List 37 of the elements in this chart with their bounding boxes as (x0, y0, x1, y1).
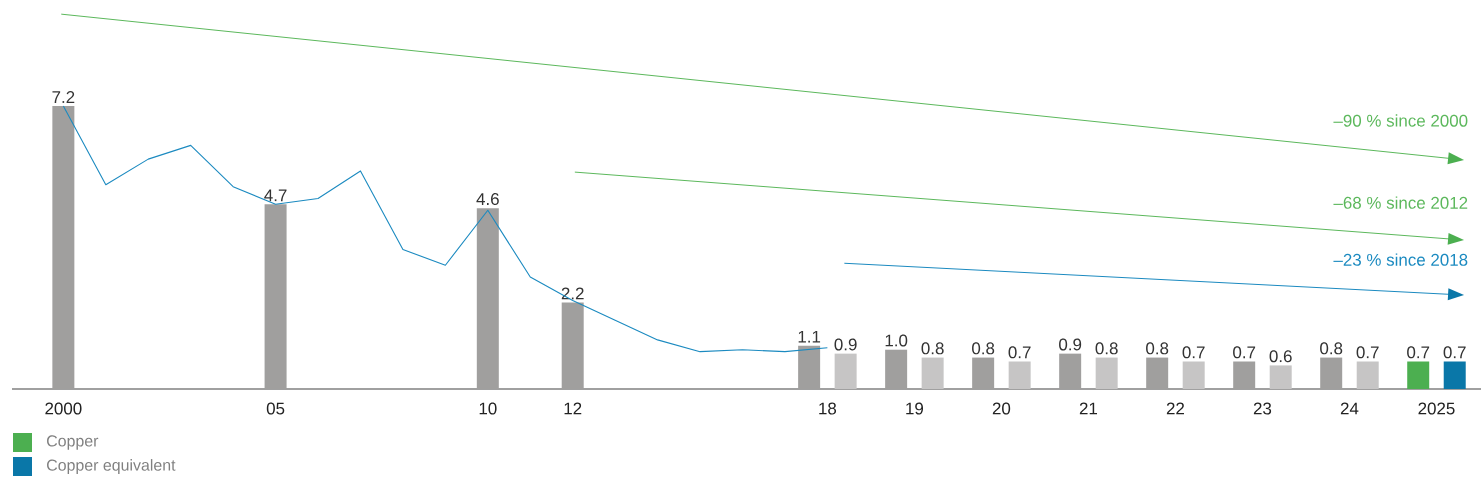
data-label: 0.7 (1233, 346, 1256, 359)
data-label: 4.7 (264, 189, 287, 202)
x-tick-label: 2000 (45, 402, 82, 415)
data-label: 0.7 (1407, 346, 1430, 359)
data-label: 0.7 (1182, 346, 1205, 359)
data-label: 0.8 (972, 342, 995, 355)
x-tick-label: 05 (266, 402, 285, 415)
legend-label: Copper (47, 435, 99, 450)
data-label: 0.7 (1356, 346, 1379, 359)
x-tick-label: 23 (1253, 402, 1272, 415)
data-label: 1.1 (798, 330, 821, 343)
data-label: 0.8 (1320, 342, 1343, 355)
data-label: 0.9 (1059, 338, 1082, 351)
x-tick-label: 2025 (1418, 402, 1455, 415)
data-label: 0.8 (1146, 342, 1169, 355)
data-label: 0.9 (834, 338, 857, 351)
annotation: –90 % since 2000 (1333, 114, 1468, 127)
x-tick-label: 18 (819, 402, 837, 415)
data-label: 0.8 (921, 342, 944, 355)
data-label: 0.6 (1269, 350, 1292, 363)
x-tick-label: 19 (906, 402, 924, 415)
data-label: 0.7 (1443, 346, 1466, 359)
data-label: 0.8 (1095, 342, 1118, 355)
data-label: 0.7 (1008, 346, 1031, 359)
annotation: –68 % since 2012 (1333, 196, 1468, 209)
legend-label: Copper equivalent (47, 459, 176, 474)
x-tick-label: 24 (1340, 402, 1359, 415)
annotation: –23 % since 2018 (1333, 253, 1468, 266)
data-label: 4.6 (476, 193, 499, 206)
data-label: 2.2 (561, 287, 584, 300)
data-label: 1.0 (885, 334, 908, 347)
x-tick-label: 20 (992, 402, 1011, 415)
x-tick-label: 22 (1166, 402, 1184, 415)
x-tick-label: 21 (1079, 402, 1098, 415)
data-label: 7.2 (52, 91, 75, 103)
x-tick-label: 10 (479, 402, 497, 415)
x-tick-label: 12 (564, 402, 582, 415)
